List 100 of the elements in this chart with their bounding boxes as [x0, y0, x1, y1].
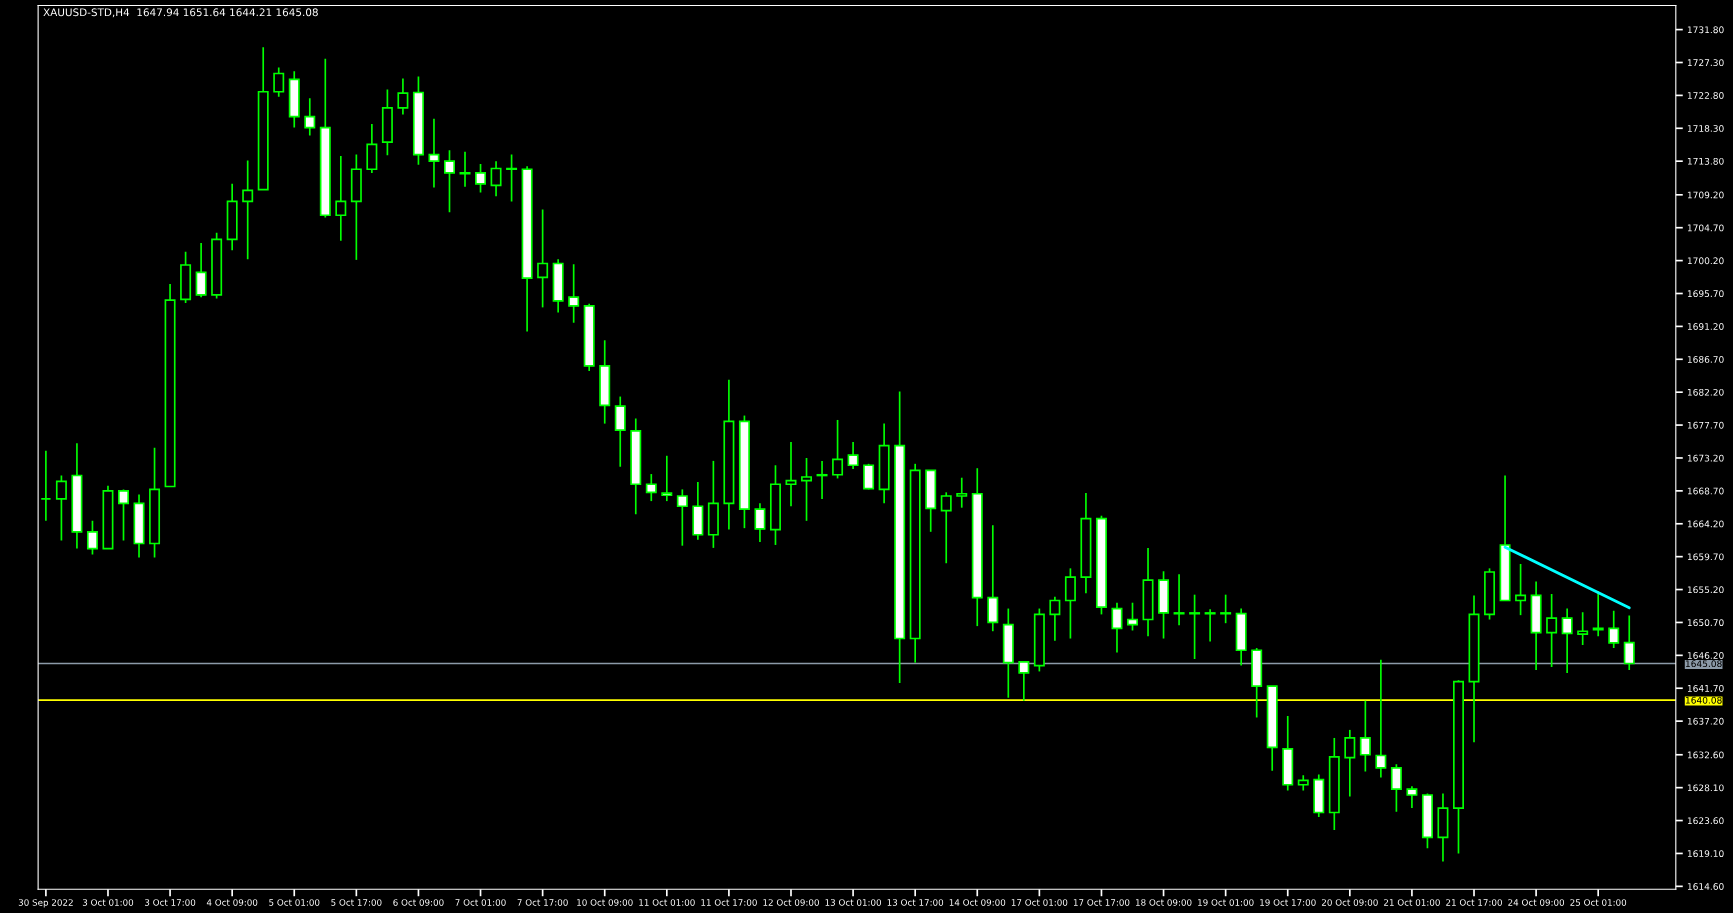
y-tick-label: 1619.10 [1687, 850, 1724, 857]
candlestick [1204, 608, 1216, 643]
candlestick [304, 97, 316, 137]
candlestick [506, 153, 518, 203]
candlestick [568, 263, 580, 324]
candlestick [1220, 593, 1232, 625]
y-tick-label: 1727.30 [1687, 59, 1724, 67]
candlestick [676, 488, 688, 547]
candlestick [863, 462, 875, 491]
candlestick [1173, 573, 1185, 627]
x-tick-label: 11 Oct 01:00 [639, 899, 695, 906]
y-tick-label: 1632.60 [1687, 751, 1724, 759]
x-tick-label: 18 Oct 09:00 [1135, 899, 1192, 906]
x-tick-label: 12 Oct 09:00 [763, 899, 819, 906]
x-tick-label: 11 Oct 17:00 [701, 899, 757, 906]
candlestick [1127, 601, 1138, 632]
x-tick-label: 17 Oct 17:00 [1073, 899, 1130, 906]
candlestick [661, 454, 673, 502]
candlestick [397, 77, 409, 116]
candlestick [1561, 607, 1573, 674]
x-tick-label: 30 Sep 2022 [18, 899, 73, 908]
candlestick [1546, 593, 1558, 668]
candlestick [956, 476, 968, 509]
candlestick [428, 117, 440, 189]
x-tick-label: 24 Oct 09:00 [1508, 899, 1565, 906]
candlestick [1515, 563, 1527, 616]
candlestick [754, 502, 766, 543]
candlestick [118, 488, 129, 542]
candlestick [645, 473, 657, 502]
y-tick-label: 1709.20 [1687, 191, 1724, 199]
x-tick-label: 25 Oct 01:00 [1570, 899, 1627, 906]
x-tick-label: 10 Oct 09:00 [577, 899, 633, 906]
x-tick-label: 13 Oct 17:00 [887, 899, 944, 906]
x-tick-label: 7 Oct 01:00 [455, 899, 506, 906]
y-tick-label: 1704.70 [1687, 224, 1724, 232]
y-tick-label: 1731.80 [1687, 26, 1724, 34]
y-tick-label: 1686.70 [1687, 356, 1724, 363]
x-tick-label: 4 Oct 09:00 [206, 899, 258, 906]
y-tick-label: 1677.70 [1687, 421, 1724, 429]
y-tick-label: 1668.70 [1687, 487, 1724, 495]
x-tick-label: 5 Oct 01:00 [269, 899, 320, 906]
y-tick-label: 1614.60 [1687, 883, 1724, 890]
candlestick [1390, 763, 1402, 813]
x-tick-label: 5 Oct 17:00 [331, 899, 382, 906]
candlestick [273, 66, 285, 98]
x-tick-label: 13 Oct 01:00 [825, 899, 882, 906]
y-tick-label: 1700.20 [1687, 257, 1724, 265]
x-tick-label: 14 Oct 09:00 [949, 899, 1006, 906]
candlestick [335, 155, 347, 242]
y-tick-label: 1641.70 [1687, 684, 1724, 692]
x-tick-label: 21 Oct 17:00 [1446, 899, 1502, 906]
candlestick [1344, 729, 1356, 798]
candlestick [1359, 699, 1371, 773]
x-tick-label: 3 Oct 01:00 [82, 899, 134, 906]
candlestick [459, 150, 471, 188]
y-tick-label: 1646.20 [1687, 652, 1724, 659]
candlestick [1189, 593, 1201, 660]
candlestick [1049, 596, 1061, 642]
candlestick [1018, 661, 1030, 702]
y-tick-label: 1659.70 [1687, 553, 1724, 561]
candlestick [1064, 567, 1076, 640]
y-tick-label: 1664.20 [1687, 520, 1724, 528]
candlestick [86, 520, 98, 556]
ref-line-label: 1645.08 [1685, 660, 1722, 668]
y-tick-label: 1682.20 [1687, 388, 1724, 396]
x-tick-label: 21 Oct 01:00 [1384, 899, 1440, 906]
candlestick [537, 208, 549, 309]
candlestick [816, 460, 828, 500]
candlestick [1608, 609, 1620, 649]
candlestick [940, 491, 952, 565]
x-tick-label: 6 Oct 09:00 [393, 899, 444, 906]
y-tick-label: 1655.20 [1687, 586, 1724, 594]
candlestick [1111, 601, 1123, 654]
x-tick-label: 3 Oct 17:00 [145, 899, 196, 906]
candlestick [55, 474, 67, 542]
candlestick [195, 242, 207, 298]
candlestick [801, 457, 813, 522]
candlestick [475, 163, 487, 194]
candlestick [40, 449, 52, 522]
candlestick [847, 441, 859, 470]
y-tick-label: 1673.20 [1687, 454, 1724, 462]
y-tick-label: 1718.30 [1687, 125, 1724, 132]
ref-line-label: 1640.08 [1685, 696, 1722, 704]
candlestick [1406, 785, 1418, 809]
candlestick [443, 149, 455, 214]
candlestick [832, 419, 844, 480]
y-tick-label: 1628.10 [1687, 784, 1724, 792]
candlestick [1375, 658, 1387, 779]
y-tick-label: 1695.70 [1687, 290, 1724, 298]
x-tick-label: 17 Oct 01:00 [1011, 899, 1068, 906]
x-tick-label: 19 Oct 17:00 [1260, 899, 1316, 906]
candlestick [1577, 611, 1589, 646]
y-tick-label: 1637.20 [1687, 717, 1724, 725]
y-tick-label: 1713.80 [1687, 157, 1724, 165]
y-tick-label: 1650.70 [1687, 619, 1724, 626]
candlestick [490, 160, 502, 198]
x-tick-label: 20 Oct 09:00 [1321, 899, 1378, 906]
y-tick-label: 1691.20 [1687, 323, 1724, 330]
candlestick [242, 159, 254, 260]
chart-title: XAUUSD-STD,H4 1647.94 1651.64 1644.21 1645.08 [43, 8, 318, 18]
